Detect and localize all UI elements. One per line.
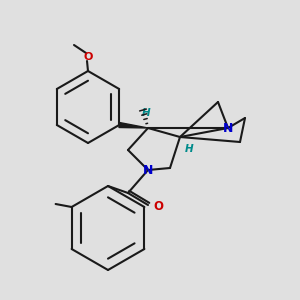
- Text: O: O: [83, 52, 93, 62]
- Text: N: N: [143, 164, 153, 176]
- Text: O: O: [153, 200, 163, 214]
- Text: H: H: [142, 108, 150, 118]
- Polygon shape: [119, 122, 148, 128]
- Text: N: N: [223, 122, 233, 134]
- Text: H: H: [185, 144, 194, 154]
